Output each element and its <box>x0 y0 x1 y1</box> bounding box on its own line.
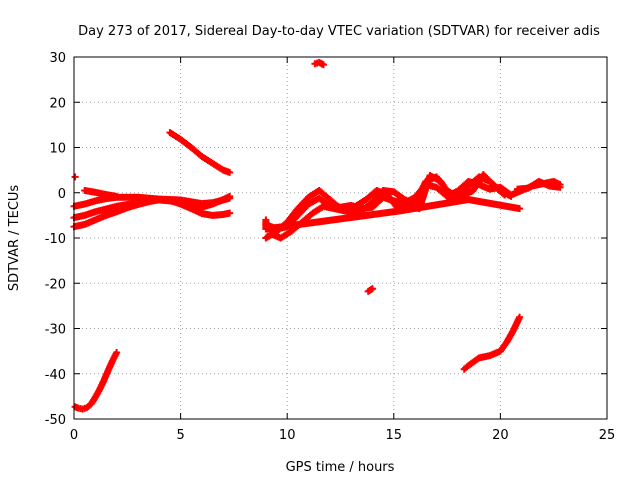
chart-title: Day 273 of 2017, Sidereal Day-to-day VTE… <box>78 24 600 39</box>
y-tick-label: 20 <box>49 96 66 111</box>
data-point-point-lower-mid <box>368 285 376 293</box>
data-point-points-scattered-mid <box>516 205 524 213</box>
x-tick-label: 0 <box>70 428 78 443</box>
data-point-band-late-b <box>556 183 564 191</box>
data-point-rising-arc-late <box>516 313 524 321</box>
y-tick-label: -30 <box>45 323 66 338</box>
data-point-band-c-mid <box>499 190 507 198</box>
x-tick-label: 15 <box>386 428 403 443</box>
data-point-band-mid-early <box>226 192 234 200</box>
x-tick-label: 5 <box>176 428 184 443</box>
y-tick-label: -40 <box>45 368 66 383</box>
data-point-band-c-mid <box>501 191 509 199</box>
grid <box>74 57 607 419</box>
data-points <box>70 58 564 413</box>
data-point-band-lower-early <box>226 209 234 217</box>
x-tick-label: 20 <box>492 428 509 443</box>
y-tick-label: 30 <box>49 51 66 66</box>
x-tick-label: 10 <box>279 428 296 443</box>
axis-ticks: 0 5 10 15 20 25 -50 -40 -30 -20 -10 0 10 20 30 <box>45 51 616 443</box>
y-tick-label: 10 <box>49 142 66 157</box>
y-tick-label: 0 <box>58 187 66 202</box>
data-point-arc-early-low <box>113 348 121 356</box>
y-axis-label: SDTVAR / TECUs <box>7 185 22 292</box>
data-point-hump-early <box>113 192 121 200</box>
data-point-point-upper-mid <box>319 61 327 69</box>
data-point-descending-arc <box>226 168 234 176</box>
x-axis-label: GPS time / hours <box>286 460 395 475</box>
x-tick-label: 25 <box>599 428 616 443</box>
y-tick-label: -10 <box>45 232 66 247</box>
data-point-point-start <box>71 173 79 181</box>
y-tick-label: -50 <box>45 413 66 428</box>
plot-frame <box>73 56 608 420</box>
y-tick-label: -20 <box>45 277 66 292</box>
